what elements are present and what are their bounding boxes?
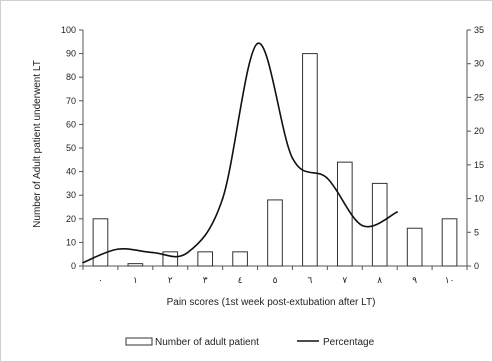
y-axis-title: Number of Adult patient underwent LT bbox=[32, 60, 43, 228]
tick-labels: 0 10 20 30 40 50 60 70 80 90 100 0 5 10 15 20 25 30 35 ٠ ١ ٢ ٣… bbox=[61, 25, 484, 285]
y-tick-label: 80 bbox=[66, 72, 76, 82]
line-point bbox=[117, 248, 119, 250]
bar bbox=[127, 263, 144, 267]
line-point bbox=[326, 177, 329, 180]
y-tick-label: 100 bbox=[61, 25, 76, 35]
bar bbox=[197, 251, 214, 267]
y-tick-label: 40 bbox=[66, 167, 76, 177]
y-tick-label: 10 bbox=[66, 237, 76, 247]
bar-series bbox=[92, 53, 458, 267]
y-tick-label: 30 bbox=[66, 190, 76, 200]
y2-tick-label: 10 bbox=[474, 194, 484, 204]
bar bbox=[336, 161, 353, 267]
x-tick-label: ٥ bbox=[273, 275, 278, 285]
line-point bbox=[221, 197, 224, 200]
chart-axes bbox=[79, 29, 471, 270]
line-point bbox=[256, 42, 259, 45]
x-tick-label: ٣ bbox=[203, 275, 208, 285]
y2-tick-label: 20 bbox=[474, 126, 484, 136]
y2-tick-label: 35 bbox=[474, 25, 484, 35]
bar bbox=[92, 218, 109, 267]
bar bbox=[302, 53, 318, 267]
x-tick-label: ١٠ bbox=[445, 275, 455, 285]
line-point bbox=[396, 211, 398, 213]
line-point bbox=[186, 251, 189, 254]
bar bbox=[441, 218, 458, 267]
y-tick-label: 70 bbox=[66, 96, 76, 106]
y-tick-label: 90 bbox=[66, 49, 76, 59]
y2-tick-label: 5 bbox=[474, 227, 479, 237]
legend-bar-swatch bbox=[125, 337, 153, 346]
line-point bbox=[361, 224, 364, 227]
x-tick-label: ٧ bbox=[342, 275, 347, 285]
line-point bbox=[152, 251, 154, 254]
y-tick-label: 50 bbox=[66, 143, 76, 153]
y2-tick-label: 0 bbox=[474, 261, 479, 271]
x-tick-label: ٠ bbox=[98, 275, 103, 285]
legend-bar-label: Number of adult patient bbox=[155, 337, 259, 348]
x-tick-label: ٨ bbox=[377, 275, 382, 285]
x-tick-label: ١ bbox=[133, 275, 138, 285]
y2-tick-label: 25 bbox=[474, 92, 484, 102]
percentage-line bbox=[82, 42, 398, 264]
y2-tick-label: 15 bbox=[474, 160, 484, 170]
legend-line-label: Percentage bbox=[323, 337, 375, 348]
x-tick-label: ٤ bbox=[238, 275, 243, 285]
bar bbox=[267, 199, 283, 267]
bar bbox=[162, 251, 179, 267]
line-point bbox=[291, 157, 294, 159]
legend: Number of adult patient Percentage bbox=[125, 337, 375, 348]
y-tick-label: 20 bbox=[66, 214, 76, 224]
y-tick-label: 0 bbox=[71, 261, 76, 271]
x-tick-label: ٦ bbox=[307, 275, 312, 285]
bar bbox=[232, 251, 248, 267]
bar bbox=[406, 227, 423, 267]
x-tick-label: ٢ bbox=[168, 275, 173, 285]
x-axis-title: Pain scores (1st week post-extubation af… bbox=[167, 297, 376, 308]
line-point bbox=[82, 261, 84, 264]
x-tick-label: ٩ bbox=[412, 275, 417, 285]
y-tick-label: 60 bbox=[66, 119, 76, 129]
bar bbox=[371, 182, 388, 267]
line-series bbox=[82, 42, 398, 264]
y2-tick-label: 30 bbox=[474, 59, 484, 69]
